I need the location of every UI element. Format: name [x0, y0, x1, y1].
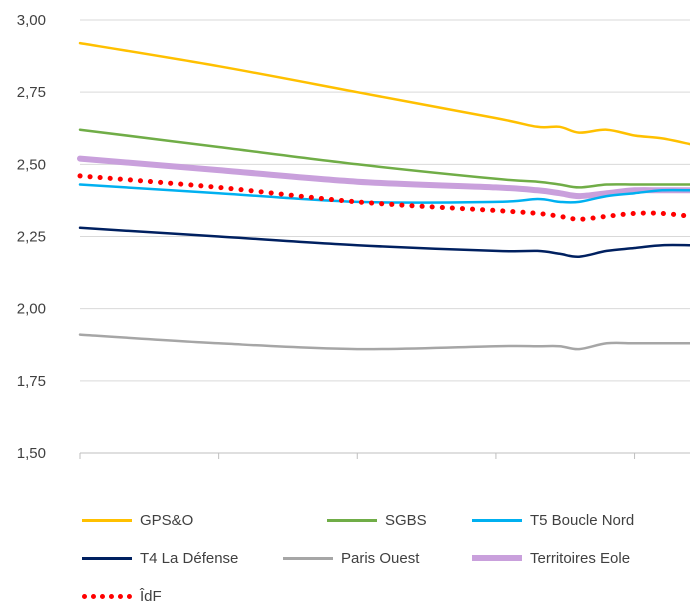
legend-label: Paris Ouest [341, 549, 420, 567]
line-chart: 1,50 1,75 2,00 2,25 2,50 2,75 3,00 1 990 1 995 2 … [17, 12, 690, 470]
tick-label-layer: 1,50 1,75 2,00 2,25 2,50 2,75 3,00 1 990 1 995 2 … [17, 12, 654, 470]
legend-swatch [82, 593, 132, 599]
legend-item: T4 La Défense [82, 546, 238, 570]
grid-layer [80, 19, 690, 382]
y-tick-label: 1,50 [17, 445, 46, 462]
legend-swatch [472, 518, 522, 522]
legend-item: Territoires Eole [472, 546, 630, 570]
legend-item: GPS&O [82, 508, 193, 532]
x-tick-label: 2 010 [616, 467, 654, 470]
y-tick-label: 2,25 [17, 229, 46, 246]
legend-swatch [82, 518, 132, 522]
y-tick-label: 2,50 [17, 156, 46, 173]
legend-label: ÎdF [140, 587, 162, 605]
series-line-paris-ouest [78, 333, 690, 351]
legend-item: Paris Ouest [283, 546, 419, 570]
chart-legend: GPS&O SGBS T5 Boucle Nord T4 La Défense Pari… [0, 500, 690, 605]
legend-item: ÎdF [82, 584, 162, 608]
series-line-territoires-eole [77, 155, 690, 200]
legend-label: Territoires Eole [530, 549, 631, 567]
x-tick-label: 2 005 [477, 467, 515, 470]
series-line-gps-o [78, 41, 690, 146]
legend-label: GPS&O [140, 511, 194, 529]
x-tick-label: 1 995 [200, 467, 238, 470]
legend-item: SGBS [327, 508, 427, 532]
legend-label: T4 La Défense [140, 549, 239, 567]
legend-label: SGBS [385, 511, 427, 529]
legend-swatch [283, 556, 333, 560]
y-tick-label: 1,75 [17, 373, 46, 390]
y-tick-label: 2,00 [17, 301, 46, 318]
legend-swatch [327, 518, 377, 522]
legend-label: T5 Boucle Nord [530, 511, 635, 529]
y-tick-label: 2,75 [17, 84, 46, 101]
series-line-t5-boucle-nord [78, 183, 690, 204]
x-tick-label: 2 000 [338, 467, 376, 470]
legend-swatch [472, 555, 522, 561]
series-layer [77, 41, 690, 351]
series-line-sgbs [78, 128, 690, 189]
series-line-t4-la-d-fense [78, 226, 690, 259]
x-tick-label: 1 990 [61, 467, 99, 470]
legend-item: T5 Boucle Nord [472, 508, 634, 532]
axis-layer [79, 452, 690, 459]
series-line-df [77, 173, 690, 222]
legend-swatch [82, 556, 132, 560]
y-tick-label: 3,00 [17, 12, 46, 29]
